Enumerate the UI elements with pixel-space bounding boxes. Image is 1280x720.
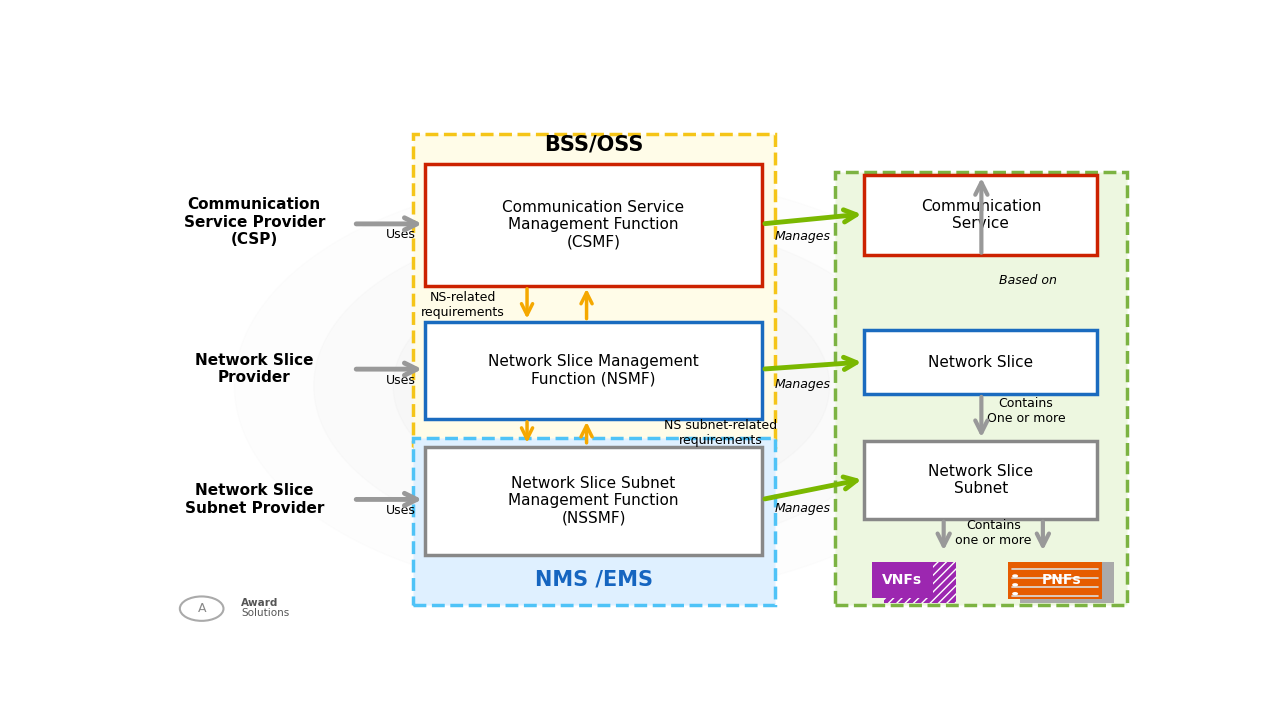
Circle shape [1012,583,1018,587]
Text: NS subnet-related
requirements: NS subnet-related requirements [664,419,777,447]
Text: Network Slice Subnet
Management Function
(NSSMF): Network Slice Subnet Management Function… [508,476,678,526]
Text: Network Slice
Subnet: Network Slice Subnet [928,464,1033,496]
Text: Award: Award [242,598,279,608]
Bar [413,438,776,605]
Text: Uses: Uses [387,374,416,387]
Bar [835,172,1128,605]
Circle shape [1012,592,1018,595]
Text: Uses: Uses [387,228,416,241]
Bar [884,562,956,603]
Text: Network Slice
Subnet Provider: Network Slice Subnet Provider [184,483,324,516]
Circle shape [1012,575,1018,577]
Bar [425,322,762,419]
Text: Network Slice: Network Slice [928,355,1033,369]
Text: Solutions: Solutions [242,608,289,618]
Polygon shape [314,220,909,552]
Text: Communication
Service Provider
(CSP): Communication Service Provider (CSP) [183,197,325,247]
Polygon shape [393,264,829,508]
Bar [413,133,776,446]
Bar [864,330,1097,394]
Bar [1020,562,1115,603]
Text: Contains
one or more: Contains one or more [955,518,1032,546]
Text: NS-related
requirements: NS-related requirements [421,292,504,320]
Bar [1009,562,1102,598]
Bar [864,175,1097,256]
Text: Network Slice
Provider: Network Slice Provider [195,353,314,385]
Text: Communication
Service: Communication Service [920,199,1041,232]
Text: VNFs: VNFs [882,572,923,587]
Text: Manages: Manages [774,378,831,391]
Text: Based on: Based on [1000,274,1057,287]
Text: Manages: Manages [774,230,831,243]
Text: Network Slice Management
Function (NSMF): Network Slice Management Function (NSMF) [488,354,699,387]
Text: PNFs: PNFs [1042,572,1082,587]
Text: A: A [197,602,206,615]
Text: Manages: Manages [774,503,831,516]
Text: Contains
One or more: Contains One or more [987,397,1065,425]
Bar [872,562,933,598]
Bar [425,164,762,286]
Text: NMS /EMS: NMS /EMS [535,570,653,590]
Bar [864,441,1097,519]
Text: BSS/OSS: BSS/OSS [544,135,643,155]
Bar [425,446,762,555]
Text: Communication Service
Management Function
(CSMF): Communication Service Management Functio… [503,200,685,250]
Text: Uses: Uses [387,504,416,517]
